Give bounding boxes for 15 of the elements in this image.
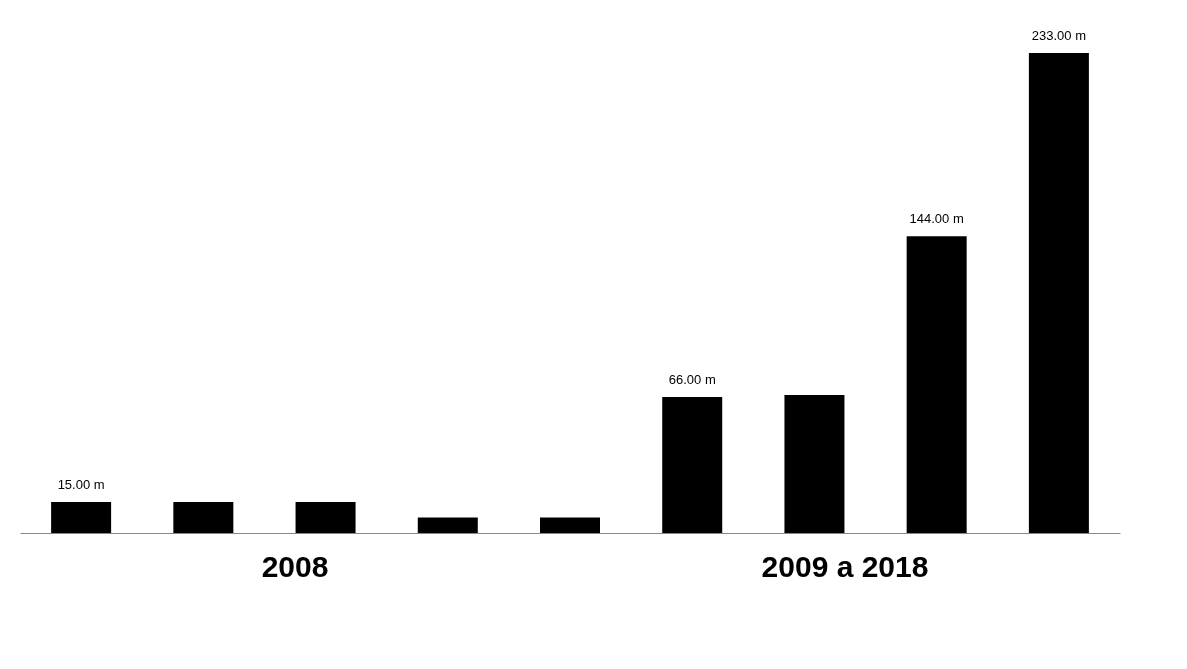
bar bbox=[906, 236, 967, 533]
bar bbox=[295, 502, 356, 533]
bar bbox=[417, 517, 478, 533]
data-label: 144.00 m bbox=[909, 211, 964, 227]
text: 2008 bbox=[261, 550, 329, 583]
data-label: 15.00 m bbox=[57, 477, 105, 493]
bar bbox=[173, 502, 234, 533]
bar bbox=[51, 502, 112, 533]
data-label: 233.00 m bbox=[1031, 28, 1086, 43]
bar bbox=[1028, 53, 1089, 533]
bar bbox=[662, 397, 723, 533]
data-label: 66.00 m bbox=[668, 372, 716, 388]
bar bbox=[540, 517, 600, 533]
bar bbox=[784, 394, 845, 533]
text: 2009 a 2018 bbox=[761, 550, 929, 583]
